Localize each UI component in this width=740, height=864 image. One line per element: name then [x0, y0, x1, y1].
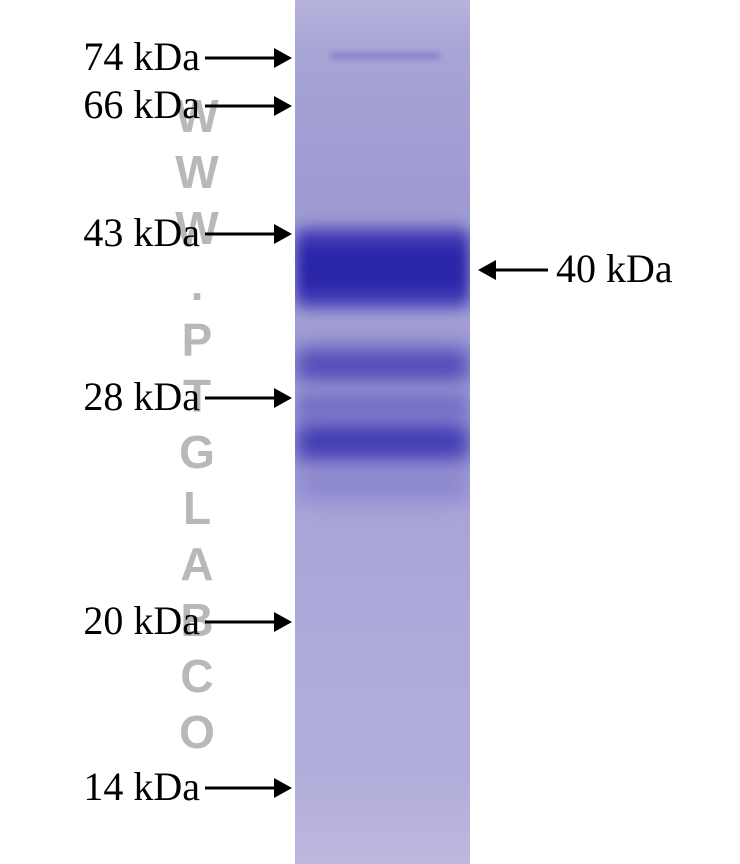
- ladder-label-2: 43 kDa: [83, 209, 200, 256]
- ladder-label-5: 14 kDa: [83, 763, 200, 810]
- ladder-arrow-head-2: [274, 224, 292, 244]
- ladder-label-1: 66 kDa: [83, 81, 200, 128]
- ladder-arrow-head-1: [274, 96, 292, 116]
- ladder-arrow-head-4: [274, 612, 292, 632]
- ladder-group: 74 kDa66 kDa 43 kDa 28 kDa 20 kDa 14 kDa: [0, 0, 740, 864]
- target-label: 40 kDa: [556, 245, 673, 292]
- ladder-arrow-shaft-4: [205, 621, 274, 624]
- ladder-label-4: 20 kDa: [83, 597, 200, 644]
- ladder-label-3: 28 kDa: [83, 373, 200, 420]
- ladder-arrow-head-0: [274, 48, 292, 68]
- ladder-arrow-head-3: [274, 388, 292, 408]
- target-arrow-head: [478, 260, 496, 280]
- ladder-arrow-shaft-2: [205, 233, 274, 236]
- ladder-arrow-head-5: [274, 778, 292, 798]
- ladder-label-0: 74 kDa: [83, 33, 200, 80]
- target-arrow-shaft: [496, 269, 548, 272]
- ladder-arrow-shaft-5: [205, 787, 274, 790]
- gel-figure: { "figure": { "type": "gel-lane-image", …: [0, 0, 740, 864]
- ladder-arrow-shaft-1: [205, 105, 274, 108]
- ladder-arrow-shaft-0: [205, 57, 274, 60]
- ladder-arrow-shaft-3: [205, 397, 274, 400]
